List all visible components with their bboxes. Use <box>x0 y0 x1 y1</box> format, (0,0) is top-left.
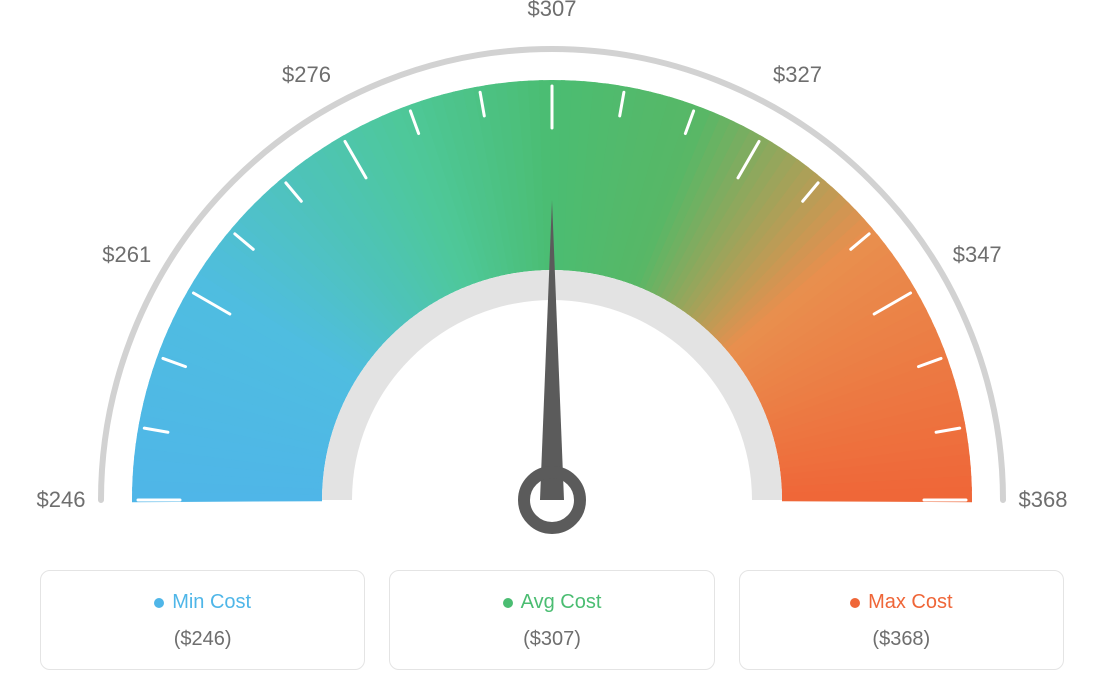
legend-row: Min Cost ($246) Avg Cost ($307) Max Cost… <box>40 570 1064 670</box>
legend-value: ($307) <box>400 628 703 651</box>
gauge-svg <box>0 0 1104 560</box>
gauge-tick-label: $276 <box>282 62 331 88</box>
dot-icon <box>154 598 164 608</box>
legend-card-max: Max Cost ($368) <box>739 570 1064 670</box>
legend-card-min: Min Cost ($246) <box>40 570 365 670</box>
cost-gauge: $246 $261 $276 $307 $327 $347 $368 <box>0 0 1104 560</box>
legend-label: Avg Cost <box>521 591 602 614</box>
gauge-tick-label: $347 <box>953 242 1002 268</box>
gauge-tick-label: $307 <box>528 0 577 22</box>
legend-card-avg: Avg Cost ($307) <box>389 570 714 670</box>
dot-icon <box>503 598 513 608</box>
legend-label: Max Cost <box>868 591 952 614</box>
dot-icon <box>850 598 860 608</box>
gauge-tick-label: $261 <box>102 242 151 268</box>
legend-value: ($246) <box>51 628 354 651</box>
legend-label: Min Cost <box>172 591 251 614</box>
legend-value: ($368) <box>750 628 1053 651</box>
gauge-tick-label: $327 <box>773 62 822 88</box>
gauge-tick-label: $246 <box>37 487 86 513</box>
gauge-tick-label: $368 <box>1019 487 1068 513</box>
